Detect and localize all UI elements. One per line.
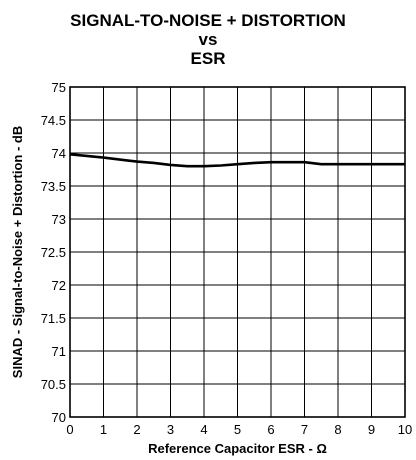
y-tick-label: 72.5 xyxy=(41,245,66,260)
chart-title-line-1: SIGNAL-TO-NOISE + DISTORTION xyxy=(70,11,346,30)
x-axis-label: Reference Capacitor ESR - Ω xyxy=(148,441,327,456)
y-tick-label: 71.5 xyxy=(41,311,66,326)
x-tick-label: 9 xyxy=(368,422,375,437)
chart-title-line-2: vs xyxy=(198,30,218,49)
x-tick-label: 3 xyxy=(167,422,174,437)
y-axis-ticks: 70 70.5 71 71.5 72 72.5 73 73.5 74 74.5 75 xyxy=(41,80,66,425)
x-tick-label: 8 xyxy=(334,422,341,437)
plot-frame xyxy=(69,86,406,418)
chart-title-line-3: ESR xyxy=(190,49,226,68)
x-tick-label: 7 xyxy=(301,422,308,437)
y-tick-label: 74.5 xyxy=(41,113,66,128)
grid-lines xyxy=(69,86,406,418)
x-tick-label: 0 xyxy=(66,422,73,437)
y-tick-label: 70.5 xyxy=(41,377,66,392)
x-tick-label: 5 xyxy=(234,422,241,437)
y-tick-label: 73.5 xyxy=(41,179,66,194)
series-group xyxy=(69,153,405,168)
x-tick-label: 4 xyxy=(200,422,207,437)
series-line-0 xyxy=(69,153,405,168)
x-tick-label: 10 xyxy=(398,422,412,437)
x-tick-label: 2 xyxy=(133,422,140,437)
y-tick-label: 74 xyxy=(52,146,66,161)
y-tick-label: 75 xyxy=(52,80,66,95)
y-tick-label: 70 xyxy=(52,410,66,425)
x-tick-label: 1 xyxy=(100,422,107,437)
y-tick-label: 71 xyxy=(52,344,66,359)
y-tick-label: 73 xyxy=(52,212,66,227)
x-axis-ticks: 0 1 2 3 4 5 6 7 8 9 10 xyxy=(66,422,412,437)
y-axis-label: SINAD - Signal-to-Noise + Distortion - d… xyxy=(10,126,25,378)
x-tick-label: 6 xyxy=(267,422,274,437)
y-tick-label: 72 xyxy=(52,278,66,293)
